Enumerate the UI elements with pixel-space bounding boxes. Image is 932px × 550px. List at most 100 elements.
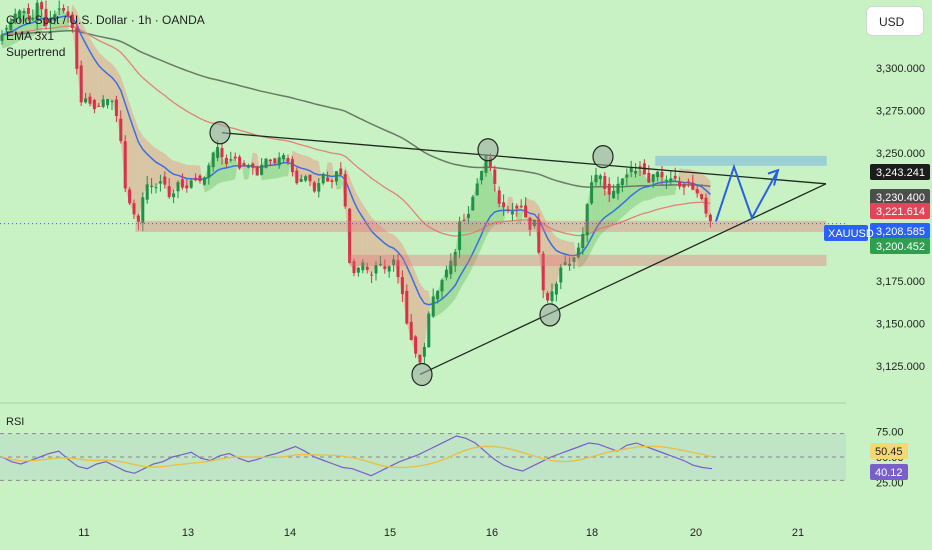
candle-body xyxy=(466,214,470,218)
pivot-circle xyxy=(477,138,499,162)
candle-body xyxy=(620,178,624,186)
candle-body xyxy=(268,159,272,162)
candle-body xyxy=(581,233,585,249)
supertrend-up-zone xyxy=(622,174,627,218)
candle-body xyxy=(383,266,387,270)
supertrend-down-zone xyxy=(156,148,161,188)
price-tag-label: 3,243.241 xyxy=(876,167,925,179)
candle-body xyxy=(348,208,352,263)
candle-body xyxy=(660,172,664,178)
candle-body xyxy=(242,162,246,166)
candle-body xyxy=(326,177,330,182)
candle-body xyxy=(444,269,448,278)
supertrend-down-zone xyxy=(134,116,139,222)
candle-body xyxy=(202,177,206,185)
supertrend-up-zone xyxy=(499,203,504,225)
candle-body xyxy=(101,99,105,107)
candle-body xyxy=(352,261,356,274)
pivot-circle xyxy=(209,121,231,145)
candle-body xyxy=(673,175,677,179)
supertrend-down-zone xyxy=(384,229,390,270)
supertrend-down-zone xyxy=(556,236,561,284)
supertrend-up-zone xyxy=(604,188,610,231)
candle-body xyxy=(594,174,598,183)
supertrend-up-zone xyxy=(631,167,636,210)
pivot-circle xyxy=(592,144,614,169)
candle-body xyxy=(629,167,633,172)
candle-body xyxy=(612,190,616,199)
price-tag xyxy=(870,238,930,254)
candle-body xyxy=(436,290,440,300)
candle-body xyxy=(198,175,202,182)
supertrend-down-zone xyxy=(301,154,306,179)
supertrend-up-zone xyxy=(596,174,601,243)
candle-body xyxy=(238,156,242,169)
time-tick-label: 15 xyxy=(384,527,396,539)
candle-body xyxy=(70,14,74,29)
candle-body xyxy=(277,157,281,166)
supertrend-down-zone xyxy=(129,103,134,215)
supertrend-up-zone xyxy=(230,158,236,181)
candle-body xyxy=(308,174,312,182)
candle-body xyxy=(400,277,404,295)
currency-button[interactable]: USD xyxy=(866,6,924,36)
indicator-supertrend-label[interactable]: Supertrend xyxy=(6,45,66,59)
candle-body xyxy=(449,260,453,275)
candle-body xyxy=(488,157,492,168)
candle-body xyxy=(123,141,127,189)
candle-body xyxy=(506,209,510,211)
rsi-pane xyxy=(0,433,846,481)
resistance-zone xyxy=(655,155,827,166)
candle-body xyxy=(110,100,114,102)
candle-body xyxy=(339,168,343,175)
candle-body xyxy=(669,178,673,182)
candle-body xyxy=(361,262,365,271)
candle-body xyxy=(229,159,233,161)
candle-body xyxy=(471,196,475,211)
pivot-circle xyxy=(539,303,561,327)
candle-body xyxy=(194,177,198,181)
candle-body xyxy=(330,180,334,182)
time-tick-label: 18 xyxy=(586,527,598,539)
candle-body xyxy=(233,156,237,159)
candle-body xyxy=(453,251,457,267)
indicator-ema-label[interactable]: EMA 3x1 xyxy=(6,29,55,43)
candle-body xyxy=(387,266,391,272)
pivot-circle xyxy=(411,362,433,387)
candle-body xyxy=(40,2,44,10)
candle-body xyxy=(255,166,259,176)
candle-body xyxy=(634,171,638,174)
rsi-ma-line xyxy=(1,445,713,469)
candle-body xyxy=(422,346,426,357)
rsi-pane-label[interactable]: RSI xyxy=(6,416,25,428)
candle-body xyxy=(528,217,532,230)
candle-body xyxy=(572,257,576,262)
candle-body xyxy=(537,219,541,253)
candle-body xyxy=(603,175,607,189)
axes: 3,125.0003,150.0003,175.0003,200.0003,22… xyxy=(78,63,930,539)
price-tag xyxy=(870,164,930,180)
candle-body xyxy=(312,182,316,192)
candle-body xyxy=(145,184,149,200)
candle-body xyxy=(141,197,145,224)
candle-body xyxy=(62,8,66,11)
candle-body xyxy=(216,146,220,158)
candle-body xyxy=(114,99,118,116)
candle-body xyxy=(475,183,479,196)
supertrend-down-zone xyxy=(107,60,112,101)
candle-body xyxy=(708,214,712,222)
chart-title[interactable]: Gold Spot / U.S. Dollar · 1h · OANDA xyxy=(6,13,205,27)
time-tick-label: 11 xyxy=(78,527,89,539)
candle-body xyxy=(585,204,589,236)
symbol-tag-label: XAUUSD xyxy=(828,228,874,240)
candle-body xyxy=(75,27,79,69)
candle-body xyxy=(682,184,686,188)
candle-body xyxy=(374,264,378,274)
supertrend-down-zone xyxy=(103,56,108,100)
candle-body xyxy=(647,172,651,183)
candle-body xyxy=(625,174,629,178)
price-tag xyxy=(870,203,930,219)
candle-body xyxy=(356,267,360,273)
candle-body xyxy=(44,8,48,26)
